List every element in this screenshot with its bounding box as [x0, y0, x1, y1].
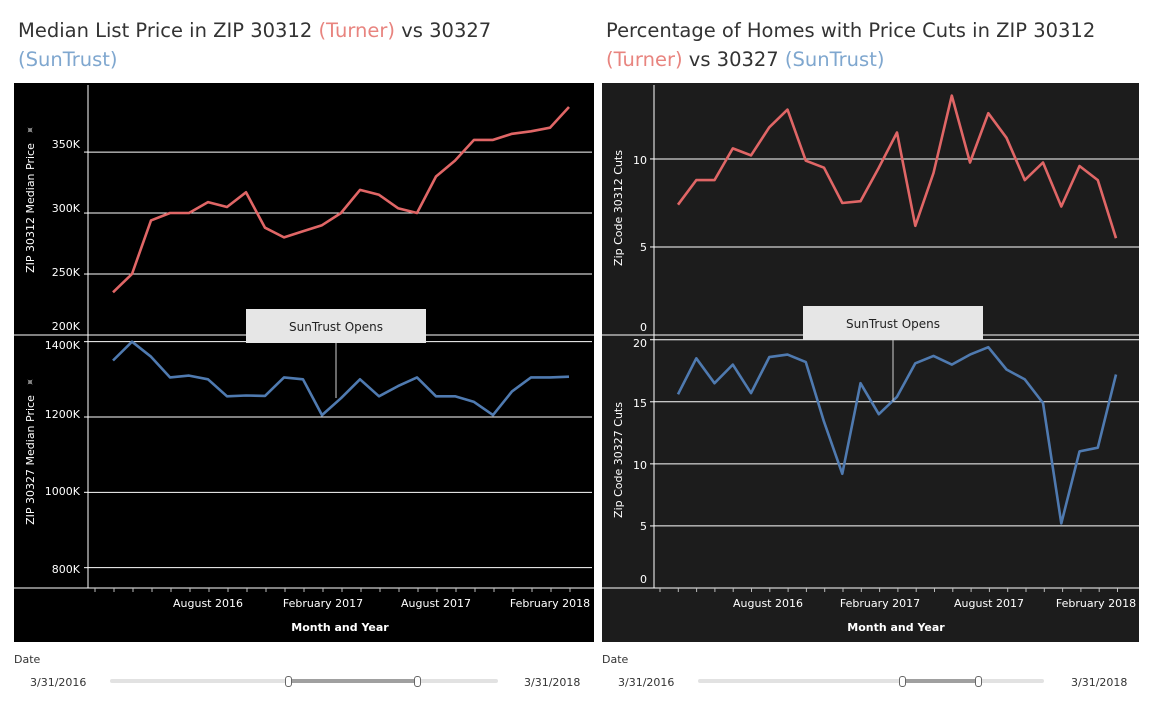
- slider-end-handle[interactable]: [975, 676, 983, 687]
- left-annotation[interactable]: SunTrust Opens: [246, 309, 426, 398]
- right-chart-title: Percentage of Homes with Price Cuts in Z…: [606, 19, 1096, 71]
- left-x-tick-label: August 2016: [173, 597, 243, 610]
- zip-30312-series-line[interactable]: [676, 94, 1118, 239]
- right-bottom-y-tick-label: 15: [633, 397, 647, 410]
- left-bottom-y-tick-label: 1000K: [45, 485, 81, 498]
- left-bottom-y-axis-title: ZIP 30327 Median Price: [24, 395, 37, 525]
- left-chart-title: Median List Price in ZIP 30312 (Turner) …: [18, 19, 492, 71]
- right-top-y-axis-title: Zip Code 30312 Cuts: [612, 150, 625, 266]
- slider-end-handle[interactable]: [413, 676, 421, 687]
- date-filter-start: 3/31/2016: [30, 676, 87, 689]
- suntrust-label: (SunTrust): [18, 48, 118, 71]
- date-filter-end: 3/31/2018: [1071, 676, 1128, 689]
- left-x-axis-title: Month and Year: [291, 621, 389, 634]
- date-filter-end: 3/31/2018: [524, 676, 581, 689]
- turner-label: (Turner): [318, 19, 396, 42]
- right-bottom-y-tick-label: 5: [640, 520, 647, 533]
- date-range-selection: [288, 679, 417, 683]
- left-x-tick-label: February 2017: [283, 597, 363, 610]
- left-x-tick-label: February 2018: [510, 597, 590, 610]
- right-x-tick-label: August 2016: [733, 597, 803, 610]
- date-range-slider[interactable]: [698, 679, 1044, 683]
- left-top-y-axis-title: ZIP 30312 Median Price: [24, 143, 37, 273]
- left-bottom-y-tick-label: 800K: [52, 563, 81, 576]
- left-top-y-tick-label: 300K: [52, 202, 81, 215]
- suntrust-label: (SunTrust): [784, 48, 885, 71]
- annotation-text: SunTrust Opens: [846, 317, 940, 331]
- date-filter-start: 3/31/2016: [618, 676, 675, 689]
- right-top-y-tick-label: 5: [640, 241, 647, 254]
- right-bottom-y-tick-label: 0: [640, 573, 647, 586]
- right-top-y-tick-label: 10: [633, 154, 647, 167]
- zip-30312-series-line[interactable]: [112, 106, 570, 294]
- left-top-y-tick-label: 200K: [52, 320, 81, 333]
- left-bottom-y-tick-label: 1200K: [45, 408, 81, 421]
- left-top-y-tick-label: 350K: [52, 138, 81, 151]
- right-bottom-y-tick-label: 10: [633, 459, 647, 472]
- right-x-tick-label: August 2017: [954, 597, 1024, 610]
- right-annotation[interactable]: SunTrust Opens: [803, 306, 983, 402]
- right-top-y-tick-label: 0: [640, 321, 647, 334]
- right-chart-panel: [602, 83, 1139, 642]
- slider-start-handle[interactable]: [899, 676, 907, 687]
- left-bottom-y-tick-label: 1400K: [45, 339, 81, 352]
- right-bottom-y-axis-title: Zip Code 30327 Cuts: [612, 402, 625, 518]
- right-bottom-y-tick-label: 20: [633, 337, 647, 350]
- right-x-tick-label: February 2018: [1056, 597, 1136, 610]
- right-x-axis-title: Month and Year: [847, 621, 945, 634]
- zip-30327-series-line[interactable]: [112, 340, 570, 417]
- right-x-tick-label: February 2017: [840, 597, 920, 610]
- date-filter-label: Date: [602, 653, 629, 666]
- date-range-selection: [902, 679, 979, 683]
- slider-start-handle[interactable]: [285, 676, 293, 687]
- left-top-y-tick-label: 250K: [52, 266, 81, 279]
- date-filter-label: Date: [14, 653, 41, 666]
- zip-30327-series-line[interactable]: [676, 345, 1118, 525]
- turner-label: (Turner): [606, 48, 683, 71]
- annotation-text: SunTrust Opens: [289, 320, 383, 334]
- left-chart-panel: [14, 83, 594, 642]
- left-x-tick-label: August 2017: [401, 597, 471, 610]
